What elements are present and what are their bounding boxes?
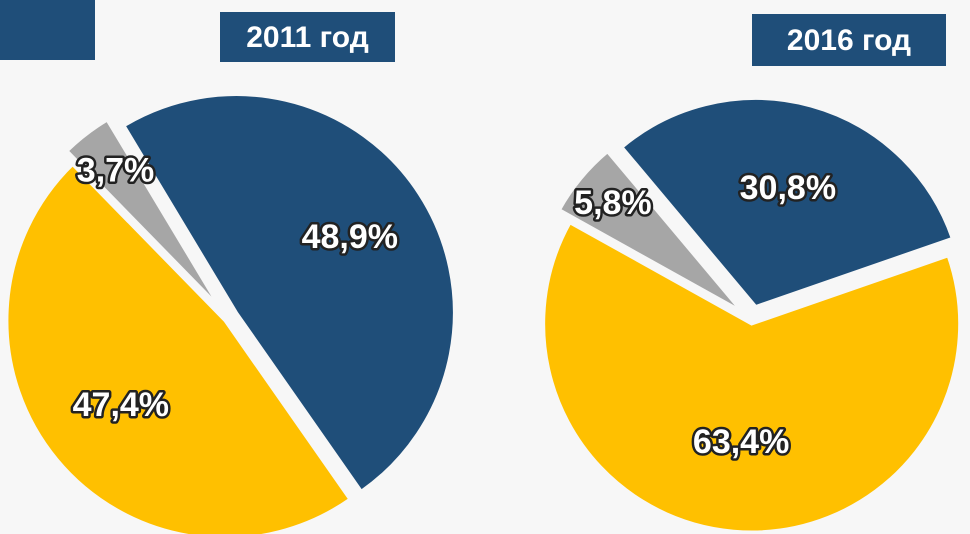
pie-slice [122,93,456,494]
corner-box [0,0,95,60]
pie-slice [5,162,352,534]
data-label: 47,4% [73,386,169,424]
data-label: 48,9% [302,218,398,256]
chart-title: 2016 год [787,24,911,57]
data-label: 63,4% [693,423,789,461]
title-box [752,14,946,66]
data-label: 30,8% [740,169,836,207]
data-label: 3,7% [77,151,155,189]
pie-slice [65,117,221,308]
pie-slice [619,97,955,309]
chart-title: 2011 год [246,21,369,54]
pie-slice [557,149,743,313]
pie-slice [542,220,962,534]
title-box [220,12,395,62]
data-label: 5,8% [574,184,652,222]
